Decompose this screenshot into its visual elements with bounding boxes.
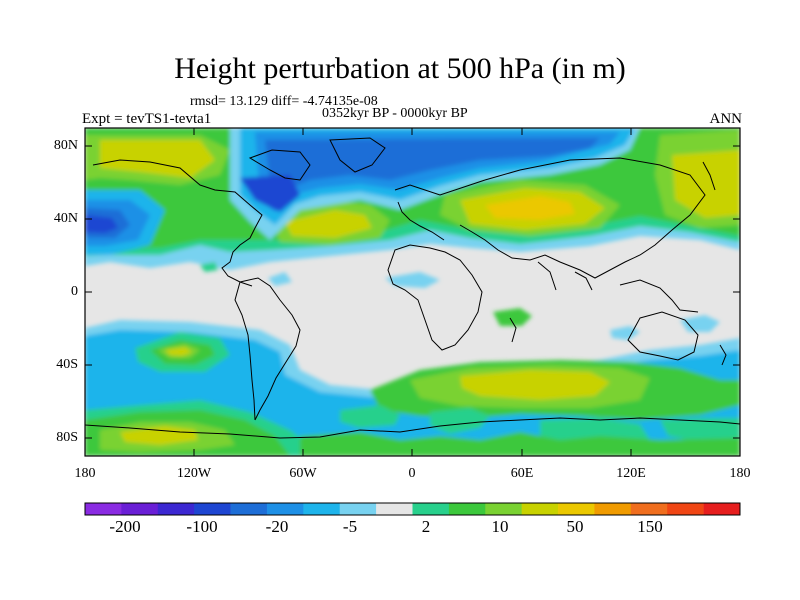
colorbar-frame	[84, 502, 741, 516]
colorbar-label: 2	[421, 517, 431, 536]
season-label: ANN	[709, 111, 743, 127]
coastlines	[85, 137, 740, 439]
lon-tick-label: 60W	[289, 466, 317, 481]
colorbar-swatch	[412, 503, 450, 515]
lat-tick-label: 40N	[53, 211, 78, 226]
colorbar-swatch	[594, 503, 632, 515]
lon-tick-label: 60E	[510, 466, 534, 481]
colorbar-swatch	[376, 503, 413, 515]
plot-title: Height perturbation at 500 hPa (in m)	[174, 52, 626, 85]
colorbar-swatch	[230, 503, 268, 515]
lon-tick-label: 180	[74, 466, 96, 481]
colorbar-swatch	[558, 503, 595, 515]
period-subtitle: 0352kyr BP - 0000kyr BP	[322, 106, 468, 121]
colorbar-swatch	[667, 503, 704, 515]
colorbar-label: -20	[265, 517, 289, 536]
colorbar-swatch	[485, 503, 522, 515]
lon-tick-label: 120W	[176, 466, 212, 481]
lon-tick-label: 120E	[616, 466, 646, 481]
colorbar-swatch	[630, 503, 668, 515]
colorbar-swatch	[157, 503, 195, 515]
colorbar-label: -5	[342, 517, 358, 536]
axis-ticks	[84, 128, 741, 456]
colorbar	[84, 502, 741, 516]
experiment-label: Expt = tevTS1-tevta1	[82, 111, 212, 127]
lat-tick-label: 80N	[53, 138, 78, 153]
colorbar-label: -100	[186, 517, 218, 536]
colorbar-label: 50	[566, 517, 584, 536]
contour-field	[85, 128, 740, 456]
colorbar-swatch	[303, 503, 341, 515]
colorbar-label: -200	[109, 517, 141, 536]
colorbar-swatch	[703, 503, 741, 515]
lat-tick-label: 40S	[56, 357, 78, 372]
lon-tick-label: 180	[729, 466, 751, 481]
lon-tick-label: 0	[408, 466, 416, 481]
colorbar-swatch	[339, 503, 377, 515]
colorbar-swatch	[121, 503, 159, 515]
colorbar-label: 10	[491, 517, 509, 536]
colorbar-swatch	[521, 503, 559, 515]
colorbar-swatch	[266, 503, 304, 515]
colorbar-swatch	[448, 503, 486, 515]
colorbar-label: 150	[637, 517, 663, 536]
colorbar-swatch	[85, 503, 122, 515]
stats-subtitle: rmsd= 13.129 diff= -4.74135e-08	[190, 94, 378, 109]
lat-tick-label: 0	[71, 284, 78, 299]
colorbar-swatch	[194, 503, 231, 515]
lat-tick-label: 80S	[56, 430, 78, 445]
